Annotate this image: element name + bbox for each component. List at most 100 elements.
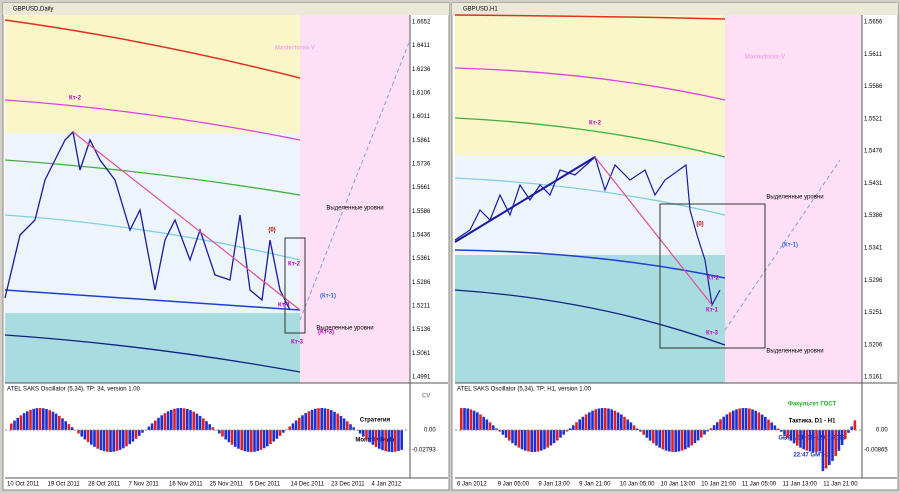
oscillator-bar (853, 420, 857, 430)
oscillator-bar (282, 430, 285, 433)
date-label: 10 Jan 05:00 (620, 482, 655, 488)
oscillator-bar (86, 430, 90, 443)
oscillator-bar (588, 412, 591, 430)
trend-line (724, 159, 841, 331)
date-label: 6 Jan 2012 (457, 482, 487, 488)
oscillator-bar (632, 425, 636, 430)
oscillator-bar (623, 416, 626, 430)
date-label: 4 Jan 2012 (372, 482, 402, 488)
date-label: 16 Nov 2011 (169, 482, 203, 488)
price-label: 1.5361 (412, 256, 431, 262)
oscillator-bar (176, 408, 179, 430)
zone-box (284, 237, 306, 334)
oscillator-label: -0.02793 (412, 448, 436, 454)
oscillator-bar (320, 408, 323, 430)
price-label: 1.6652 (412, 20, 431, 26)
annotation: Кт-2 (69, 96, 82, 102)
price-label: 1.6106 (412, 91, 431, 97)
oscillator-bar (179, 408, 183, 430)
oscillator-bar (629, 422, 633, 430)
oscillator-bar (221, 430, 224, 437)
price-label: 1.6011 (412, 114, 431, 120)
oscillator-bar (256, 430, 259, 451)
oscillator-bar (48, 410, 51, 430)
oscillator-bar (591, 410, 594, 430)
oscillator-bar (243, 430, 247, 452)
oscillator-bar (802, 430, 805, 450)
date-label: 28 Oct 2011 (88, 482, 121, 488)
oscillator-bar (626, 419, 629, 430)
ma-line (4, 334, 301, 373)
date-label: 23 Dec 2011 (331, 482, 365, 488)
ma-line (454, 249, 726, 279)
ma-line (454, 289, 726, 346)
oscillator-bar (195, 413, 199, 430)
oscillator-bar (93, 430, 96, 447)
annotation: Кт-2 (589, 121, 602, 127)
oscillator-bar (732, 410, 735, 430)
oscillator-bar (773, 425, 777, 430)
oscillator-bar (552, 430, 556, 444)
oscillator-bar (536, 430, 540, 452)
zone-blue (5, 133, 300, 313)
oscillator-bar (362, 430, 365, 437)
ma-line (4, 159, 301, 196)
oscillator-bar (469, 409, 473, 430)
oscillator-bar (780, 430, 783, 432)
zone-teal (455, 255, 725, 383)
oscillator-bar (186, 409, 189, 430)
oscillator-corner: CV (422, 394, 430, 400)
oscillator-bar (584, 414, 588, 430)
price-label: 1.5296 (864, 278, 883, 284)
date-label: 11 Jan 21:00 (823, 482, 858, 488)
annotation: Выделенные уровни (316, 326, 373, 332)
oscillator-bar (192, 411, 195, 430)
oscillator-bar (664, 430, 668, 451)
oscillator-bar (661, 430, 665, 450)
oscillator-bar (757, 412, 761, 430)
oscillator-bar (728, 412, 732, 430)
oscillator-bar (488, 422, 492, 430)
oscillator-bar (463, 408, 466, 430)
oscillator-bar (336, 413, 339, 430)
oscillator-bar (198, 415, 202, 430)
trend-line (454, 156, 596, 243)
oscillator-bar (118, 430, 122, 450)
ma-line (454, 177, 726, 216)
oscillator-bar (796, 430, 799, 446)
oscillator-bar (333, 411, 336, 430)
oscillator-bar (314, 408, 317, 430)
oscillator-bar (90, 430, 93, 445)
oscillator-bar (400, 430, 403, 450)
oscillator-bar (501, 430, 505, 435)
oscillator-bar (799, 430, 802, 448)
ma-line (4, 214, 301, 261)
price-label: 1.5436 (412, 233, 431, 239)
oscillator-bar (138, 430, 141, 436)
oscillator-bar (616, 412, 620, 430)
oscillator-bar (64, 421, 67, 430)
oscillator-bar (693, 430, 697, 444)
oscillator-bar (288, 426, 291, 430)
oscillator-bar (298, 417, 301, 430)
oscillator-bar (384, 430, 387, 452)
oscillator-bar (227, 430, 231, 443)
price-label: 1.5861 (412, 138, 431, 144)
trend-line (72, 131, 301, 311)
oscillator-bar (751, 409, 754, 430)
oscillator-bar (70, 427, 74, 430)
oscillator-bar (253, 430, 256, 452)
oscillator-bar (821, 430, 825, 472)
oscillator-bar (568, 428, 572, 430)
date-label: 10 Jan 13:00 (661, 482, 696, 488)
oscillator-bar (690, 430, 693, 446)
oscillator-bar (189, 410, 192, 430)
oscillator-bar (764, 416, 767, 430)
oscillator-bar (776, 428, 780, 430)
oscillator-bar (831, 430, 834, 461)
oscillator-bar (658, 430, 661, 448)
ma-line (4, 19, 301, 79)
oscillator-bar (508, 430, 511, 441)
price-label: 1.5736 (412, 162, 431, 168)
annotation: (0) (268, 228, 275, 234)
